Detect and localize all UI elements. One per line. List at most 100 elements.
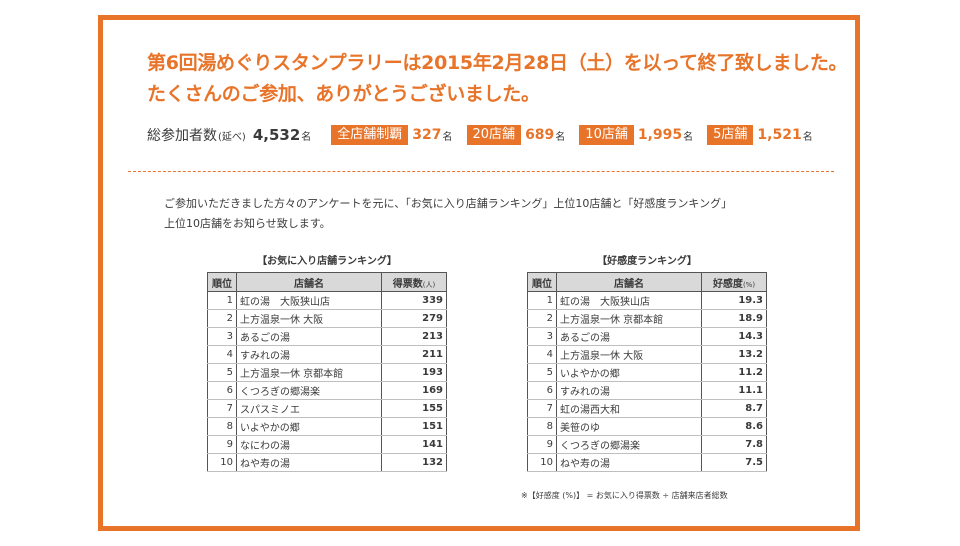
store-name-cell: いよやかの郷 <box>556 363 702 382</box>
value-cell: 213 <box>381 327 447 346</box>
store-name-cell: なにわの湯 <box>236 435 382 454</box>
likability-footnote: ※【好感度 (%)】 = お気に入り得票数 ÷ 店舗来店者総数 <box>521 491 728 500</box>
store-name-cell: 虹の湯 大阪狭山店 <box>556 291 702 310</box>
unit-label: 名 <box>555 131 566 143</box>
value-cell: 18.9 <box>701 309 767 328</box>
value-cell: 7.5 <box>701 453 767 472</box>
favorite-ranking: 【お気に入り店舗ランキング】 順位 店舗名 得票数(人) 1 虹の湯 大阪狭山店 3… <box>207 252 447 472</box>
rank-cell: 3 <box>207 327 237 346</box>
value-cell: 155 <box>381 399 447 418</box>
intro-line-2: 上位10店舗をお知らせ致します。 <box>164 217 331 230</box>
unit-label: 名 <box>802 131 813 143</box>
rank-cell: 9 <box>527 435 557 454</box>
intro-text: ご参加いただきました方々のアンケートを元に、「お気に入り店舗ランキング」上位10… <box>164 194 824 234</box>
store-name-cell: 美笹のゆ <box>556 417 702 436</box>
value-cell: 169 <box>381 381 447 400</box>
value-cell: 11.1 <box>701 381 767 400</box>
store-name-cell: あるごの湯 <box>556 327 702 346</box>
store-name-cell: 上方温泉一休 京都本館 <box>236 363 382 382</box>
rank-cell: 3 <box>527 327 557 346</box>
table-row: 4 すみれの湯 211 <box>207 345 447 364</box>
rank-cell: 1 <box>207 291 237 310</box>
badge-all-stores-value: 327 <box>412 127 442 143</box>
header-likability: 好感度(%) <box>701 272 767 292</box>
store-name-cell: 虹の湯西大和 <box>556 399 702 418</box>
table-row: 10 ねや寿の湯 132 <box>207 453 447 472</box>
headline-line-1: 第6回湯めぐりスタンプラリーは2015年2月28日（土）を以って終了致しました。 <box>147 52 848 74</box>
headline: 第6回湯めぐりスタンプラリーは2015年2月28日（土）を以って終了致しました。… <box>147 48 848 110</box>
rank-cell: 6 <box>207 381 237 400</box>
table-header-row: 順位 店舗名 好感度(%) <box>527 272 767 292</box>
table-row: 10 ねや寿の湯 7.5 <box>527 453 767 472</box>
value-cell: 132 <box>381 453 447 472</box>
header-votes: 得票数(人) <box>381 272 447 292</box>
store-name-cell: すみれの湯 <box>556 381 702 400</box>
table-row: 2 上方温泉一休 京都本館 18.9 <box>527 309 767 328</box>
stat-10-stores: 10店舗 1,995 名 <box>579 125 693 145</box>
rank-cell: 8 <box>527 417 557 436</box>
rank-cell: 2 <box>207 309 237 328</box>
table-row: 4 上方温泉一休 大阪 13.2 <box>527 345 767 364</box>
value-cell: 279 <box>381 309 447 328</box>
likability-ranking-table: 順位 店舗名 好感度(%) 1 虹の湯 大阪狭山店 19.3 2 上方温泉一休 京都本館… <box>527 272 767 472</box>
favorite-ranking-body: 1 虹の湯 大阪狭山店 339 2 上方温泉一休 大阪 279 3 あるごの湯 213 4 すみれの… <box>207 291 447 472</box>
rank-cell: 7 <box>527 399 557 418</box>
store-name-cell: 虹の湯 大阪狭山店 <box>236 291 382 310</box>
intro-line-1: ご参加いただきました方々のアンケートを元に、「お気に入り店舗ランキング」上位10… <box>164 197 733 210</box>
value-cell: 211 <box>381 345 447 364</box>
likability-ranking-body: 1 虹の湯 大阪狭山店 19.3 2 上方温泉一休 京都本館 18.9 3 あるごの湯 14.3… <box>527 291 767 472</box>
value-cell: 141 <box>381 435 447 454</box>
value-cell: 19.3 <box>701 291 767 310</box>
store-name-cell: いよやかの郷 <box>236 417 382 436</box>
value-cell: 7.8 <box>701 435 767 454</box>
rank-cell: 6 <box>527 381 557 400</box>
stat-5-stores: 5店舗 1,521 名 <box>707 125 813 145</box>
dashed-divider <box>128 171 834 172</box>
table-row: 8 いよやかの郷 151 <box>207 417 447 436</box>
store-name-cell: 上方温泉一休 京都本館 <box>556 309 702 328</box>
stat-20-stores: 20店舗 689 名 <box>466 125 566 145</box>
rank-cell: 5 <box>527 363 557 382</box>
value-cell: 11.2 <box>701 363 767 382</box>
likability-ranking-title: 【好感度ランキング】 <box>597 256 697 267</box>
rank-cell: 7 <box>207 399 237 418</box>
store-name-cell: すみれの湯 <box>236 345 382 364</box>
favorite-ranking-table: 順位 店舗名 得票数(人) 1 虹の湯 大阪狭山店 339 2 上方温泉一休 大阪 279… <box>207 272 447 472</box>
participant-stats: 総参加者数 (延べ) 4,532 名 全店舗制覇 327 名 20店舗 689 … <box>147 124 847 146</box>
rank-cell: 5 <box>207 363 237 382</box>
table-row: 8 美笹のゆ 8.6 <box>527 417 767 436</box>
table-row: 1 虹の湯 大阪狭山店 339 <box>207 291 447 310</box>
table-row: 5 いよやかの郷 11.2 <box>527 363 767 382</box>
table-row: 3 あるごの湯 14.3 <box>527 327 767 346</box>
rank-cell: 9 <box>207 435 237 454</box>
table-row: 2 上方温泉一休 大阪 279 <box>207 309 447 328</box>
header-votes-unit: (人) <box>422 280 436 289</box>
table-header-row: 順位 店舗名 得票数(人) <box>207 272 447 292</box>
value-cell: 193 <box>381 363 447 382</box>
value-cell: 14.3 <box>701 327 767 346</box>
rank-cell: 10 <box>527 453 557 472</box>
rank-cell: 1 <box>527 291 557 310</box>
store-name-cell: スパスミノエ <box>236 399 382 418</box>
table-row: 9 なにわの湯 141 <box>207 435 447 454</box>
badge-10-stores-value: 1,995 <box>637 127 683 143</box>
header-likability-unit: (%) <box>742 280 756 289</box>
announcement-frame: 第6回湯めぐりスタンプラリーは2015年2月28日（土）を以って終了致しました。… <box>98 15 860 531</box>
table-row: 5 上方温泉一休 京都本館 193 <box>207 363 447 382</box>
header-votes-label: 得票数 <box>392 278 423 290</box>
rank-cell: 4 <box>207 345 237 364</box>
store-name-cell: あるごの湯 <box>236 327 382 346</box>
unit-label: 名 <box>683 131 694 143</box>
table-row: 9 くつろぎの郷湯楽 7.8 <box>527 435 767 454</box>
store-name-cell: くつろぎの郷湯楽 <box>236 381 382 400</box>
total-participants-label: 総参加者数 <box>147 128 217 144</box>
store-name-cell: ねや寿の湯 <box>236 453 382 472</box>
header-store-name: 店舗名 <box>556 272 702 292</box>
store-name-cell: 上方温泉一休 大阪 <box>556 345 702 364</box>
unit-label: 名 <box>301 131 312 143</box>
unit-label: 名 <box>442 131 453 143</box>
badge-5-stores: 5店舗 <box>707 125 754 145</box>
badge-20-stores-value: 689 <box>525 127 555 143</box>
table-row: 3 あるごの湯 213 <box>207 327 447 346</box>
badge-10-stores: 10店舗 <box>579 125 634 145</box>
